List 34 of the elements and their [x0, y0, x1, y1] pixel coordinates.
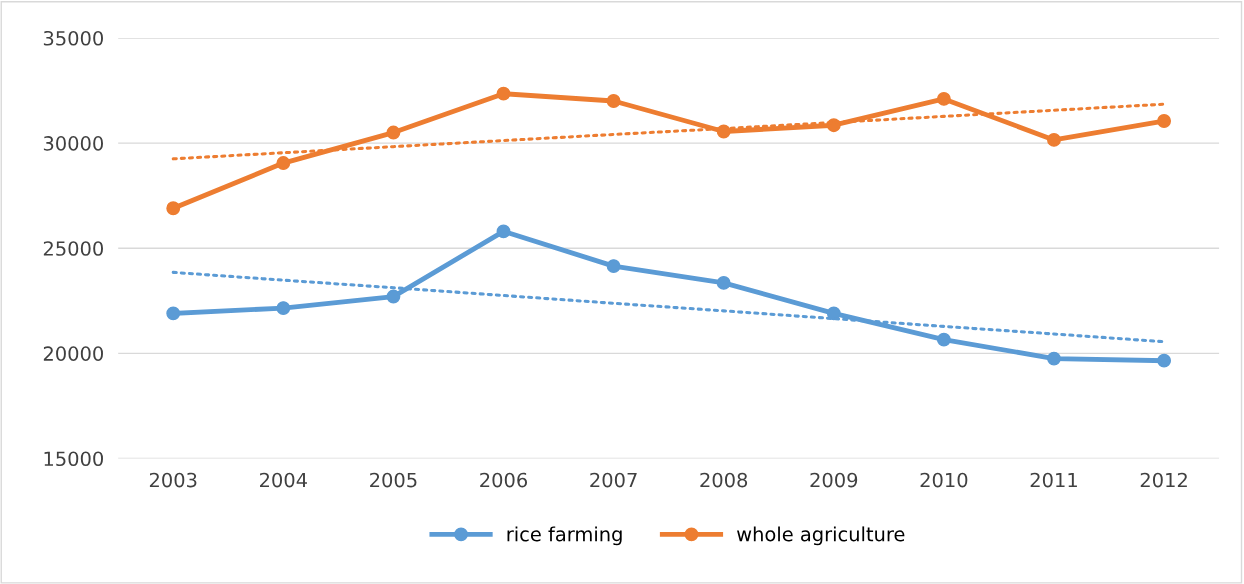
point: [1157, 114, 1172, 128]
point: [936, 332, 951, 347]
point: [276, 301, 291, 316]
point: [936, 91, 951, 106]
x-tick-label: 2010: [920, 472, 968, 488]
y-tick-label: 35000: [43, 30, 103, 46]
point: [1047, 132, 1061, 147]
x-tick-label: 2003: [149, 472, 197, 488]
legend-label: whole agriculture: [737, 526, 905, 546]
point: [386, 125, 401, 140]
point: [166, 306, 181, 321]
point: [496, 224, 511, 239]
y-tick-label: 15000: [44, 451, 103, 467]
point: [606, 259, 621, 274]
point: [496, 86, 511, 101]
x-tick-label: 2005: [370, 472, 417, 488]
point: [276, 156, 291, 170]
y-tick-label: 20000: [43, 346, 103, 361]
x-tick-label: 2012: [1140, 472, 1187, 488]
x-tick-label: 2008: [700, 472, 748, 488]
x-tick-label: 2007: [590, 472, 637, 488]
point: [1157, 353, 1172, 368]
point: [606, 94, 621, 108]
y-tick-label: 30000: [43, 136, 103, 151]
point: [1047, 351, 1061, 366]
x-tick-label: 2011: [1030, 472, 1077, 488]
y-tick-label: 25000: [43, 241, 103, 256]
point: [386, 289, 401, 304]
point: [716, 275, 731, 290]
point: [166, 201, 181, 216]
x-tick-label: 2006: [480, 472, 528, 488]
x-tick-label: 2004: [260, 472, 307, 488]
legend-label: rice farming: [507, 526, 622, 546]
x-tick-label: 2009: [810, 472, 858, 488]
